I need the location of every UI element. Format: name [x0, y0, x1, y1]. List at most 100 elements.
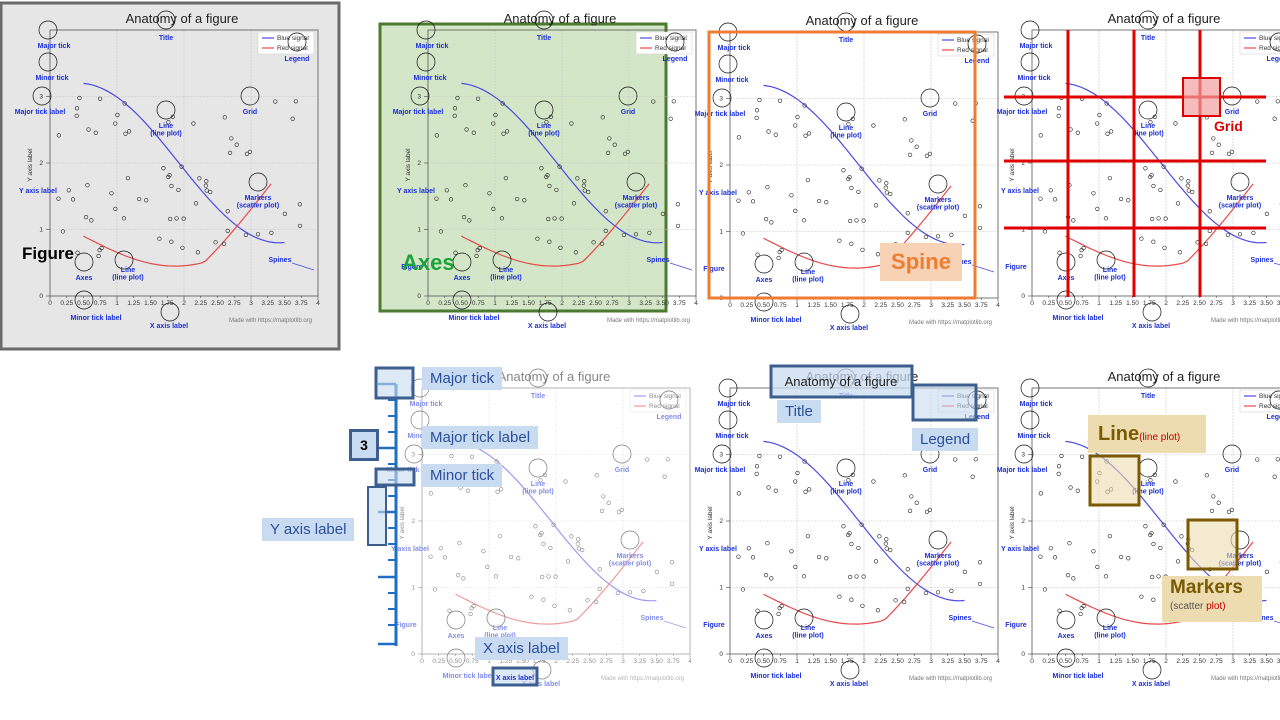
- scatter-markers: [434, 95, 681, 259]
- legend: Blue signal Red signal: [257, 31, 315, 55]
- y-axis-label: Y axis label: [405, 148, 412, 182]
- x-tick-label: 0.25: [1042, 658, 1055, 665]
- line-annotation: Line (line plot): [1132, 123, 1164, 138]
- scatter-marker: [841, 168, 846, 173]
- scatter-marker: [491, 206, 496, 211]
- minor-tick-annotation: Minor tick: [35, 75, 68, 82]
- line-circle-2: [1096, 608, 1116, 628]
- scatter-marker: [953, 101, 958, 106]
- scatter-marker: [180, 245, 185, 250]
- scatter-marker: [754, 108, 760, 113]
- callout-line-sub: (line plot): [1139, 432, 1181, 443]
- scatter-marker: [914, 500, 919, 505]
- scatter-marker: [773, 132, 778, 137]
- scatter-marker: [234, 142, 239, 147]
- scatter-marker: [1052, 197, 1058, 202]
- callout-line-big: Line: [1098, 423, 1140, 445]
- callout-legend: Legend: [912, 428, 979, 451]
- scatter-marker: [1179, 534, 1184, 539]
- line-annotation: Line (line plot): [150, 123, 182, 138]
- scatter-marker: [877, 534, 882, 539]
- line-annotation: Line (line plot): [522, 481, 554, 496]
- scatter-marker: [597, 586, 602, 591]
- x-tick-label: 0.50: [757, 302, 770, 309]
- x-axis-label-circle: [160, 302, 180, 322]
- scatter-marker: [448, 197, 454, 202]
- scatter-marker: [174, 216, 179, 221]
- major-tick-label: Major tick: [1020, 43, 1053, 50]
- scatter-marker: [873, 203, 879, 208]
- x-tick-label: 0.50: [455, 300, 468, 307]
- scatter-marker: [540, 574, 545, 580]
- scatter-marker: [905, 586, 910, 591]
- major-tick-label-annotation: Major tick label: [393, 109, 444, 116]
- scatter-marker: [491, 121, 496, 126]
- scatter-marker: [970, 474, 975, 479]
- minor-tick-label-annotation: Minor tick label: [751, 673, 802, 680]
- scatter-marker: [176, 187, 181, 193]
- grid-lines: [428, 30, 696, 296]
- scatter-marker: [538, 478, 543, 483]
- scatter-marker: [1065, 573, 1071, 578]
- scatter-marker: [169, 183, 174, 189]
- scatter-marker: [1203, 241, 1209, 246]
- scatter-marker: [660, 211, 665, 216]
- grid-annotation: Grid: [621, 109, 635, 116]
- scatter-marker: [1175, 201, 1181, 206]
- scatter-marker: [1109, 129, 1114, 134]
- x-tick-label: 0.25: [1042, 300, 1055, 307]
- scatter-marker: [861, 218, 866, 223]
- x-tick-label: 3.25: [941, 658, 954, 665]
- scatter-marker: [86, 127, 91, 132]
- scatter-marker: [1229, 149, 1235, 155]
- x-tick-label: 1.50: [1126, 658, 1139, 665]
- scatter-markers: [428, 453, 675, 617]
- spines-arrow: [1273, 262, 1280, 266]
- scatter-marker: [569, 121, 574, 126]
- blue-signal-line: [763, 84, 965, 246]
- markers-circle: [928, 174, 948, 194]
- x-axis-label-box: [491, 666, 539, 687]
- x-tick-label: 4: [688, 658, 692, 665]
- panel-spine: Anatomy of a figure 0 0.25 0.50 0.75 1 1.25 1.5…: [695, 12, 1000, 332]
- panel-figure: Anatomy of a figure 0 0.25 0.50 0.75 1 1.25 1.5…: [0, 1, 341, 351]
- legend-blue-label: Blue signal: [1259, 393, 1280, 400]
- x-tick-label: 1.25: [505, 300, 518, 307]
- y-tick-label: 0: [1021, 293, 1025, 300]
- callout-axes: Axes: [402, 250, 455, 275]
- x-axis-label-annotation: X axis label: [830, 325, 868, 332]
- scatter-marker: [736, 491, 741, 496]
- scatter-marker: [977, 581, 983, 587]
- scatter-marker: [873, 559, 879, 564]
- x-tick-label: 2.50: [1193, 658, 1206, 665]
- scatter-marker: [1079, 248, 1084, 253]
- scatter-marker: [907, 508, 913, 513]
- scatter-marker: [1237, 232, 1243, 237]
- scatter-marker: [1056, 106, 1062, 111]
- scatter-marker: [754, 471, 759, 476]
- scatter-marker: [675, 202, 680, 207]
- scatter-marker: [1139, 594, 1144, 599]
- scatter-marker: [121, 216, 127, 221]
- spines-annotation: Spines: [1251, 257, 1274, 264]
- scatter-marker: [255, 232, 261, 237]
- scatter-marker: [871, 479, 876, 484]
- scatter-marker: [461, 215, 467, 220]
- scatter-marker: [616, 509, 622, 515]
- x-tick-label: 1.25: [1109, 300, 1122, 307]
- scatter-marker: [1038, 491, 1043, 496]
- line-markers-highlight: [1088, 454, 1239, 571]
- red-signal-line: [461, 183, 650, 267]
- line-circle: [156, 100, 176, 120]
- red-signal-line: [1065, 183, 1254, 267]
- scatter-marker: [1216, 500, 1221, 505]
- x-tick-label: 3.25: [1243, 300, 1256, 307]
- y-tick-label: 3: [417, 94, 421, 101]
- scatter-marker: [290, 116, 295, 121]
- scatter-marker: [755, 608, 760, 613]
- axes-annotation: Axes: [1058, 275, 1075, 282]
- credit-text: Made with https://matplotlib.org: [909, 320, 992, 326]
- scatter-marker: [627, 590, 633, 595]
- scatter-marker: [181, 216, 186, 221]
- scatter-marker: [669, 581, 675, 587]
